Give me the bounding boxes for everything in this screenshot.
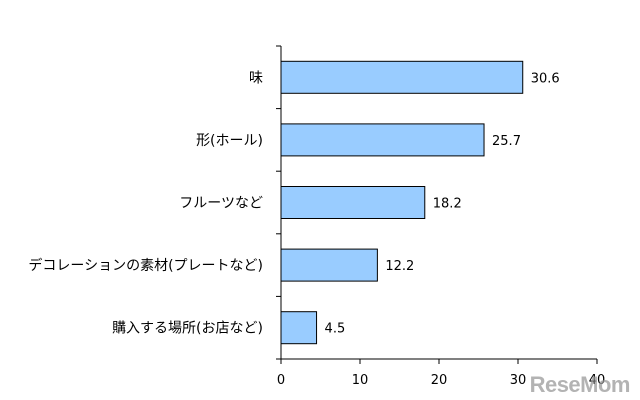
bar [280,311,318,345]
value-label: 12.2 [385,259,414,274]
x-tick-label: 0 [277,373,285,388]
x-tick-label: 20 [431,373,448,388]
x-tick-label: 30 [510,373,527,388]
bar [280,186,426,219]
category-label: 形(ホール) [196,133,263,149]
category-label: デコレーションの素材(プレートなど) [28,257,263,274]
bar [280,248,378,282]
bar [280,123,485,157]
category-label: フルーツなど [179,196,263,212]
watermark-logo: ReseMom [529,372,631,397]
bars-group: 30.6 25.7 18.2 12.2 4.5 [280,60,560,345]
value-label: 30.6 [531,71,560,86]
category-label: 購入する場所(お店など) [112,321,263,337]
category-label: 味 [249,70,263,86]
x-tick-label: 40 [589,373,606,388]
value-label: 18.2 [433,197,462,212]
x-tick-label: 10 [352,373,369,388]
bar [280,60,524,94]
value-label: 4.5 [325,322,346,337]
value-label: 25.7 [492,134,521,149]
